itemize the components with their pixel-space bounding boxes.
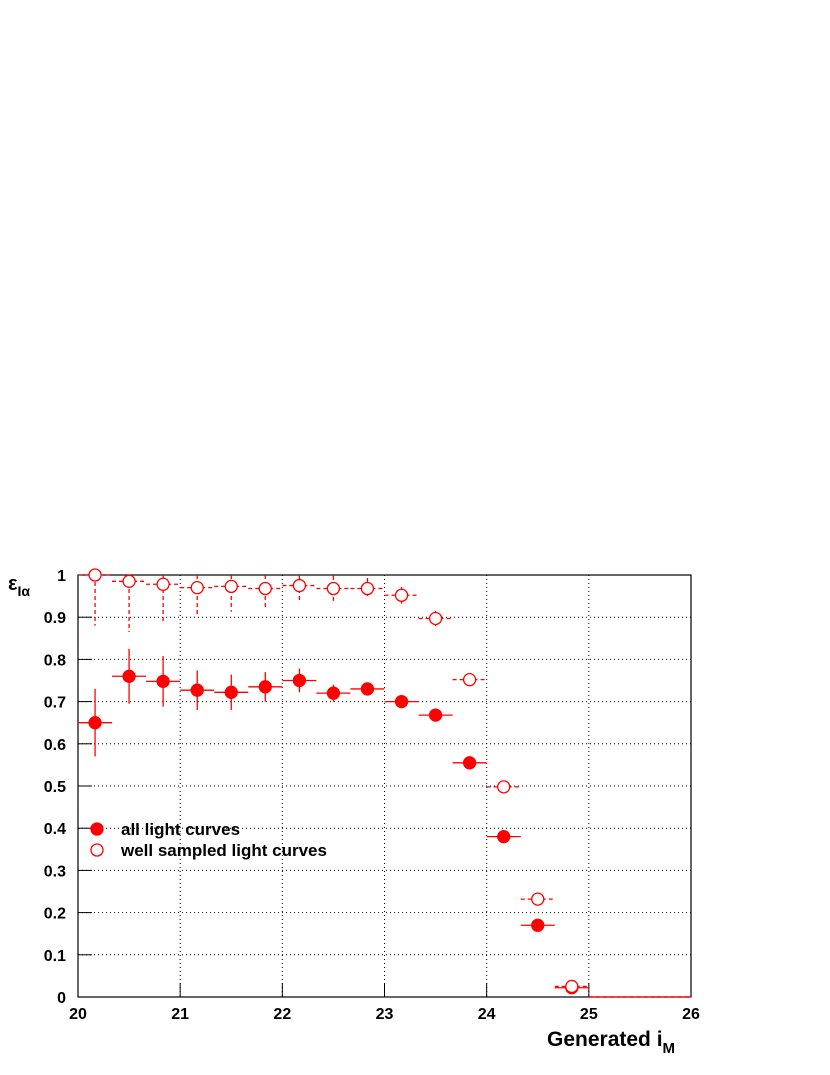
marker [122, 574, 136, 588]
marker [531, 918, 545, 932]
y-tick-label: 0.1 [44, 948, 66, 965]
legend-marker [90, 843, 104, 857]
marker [224, 579, 238, 594]
y-tick-label: 0.7 [44, 695, 66, 712]
marker [88, 568, 102, 582]
x-label-main: Generated i [547, 1028, 663, 1051]
y-tick-label: 0.3 [44, 863, 66, 880]
marker [292, 673, 307, 688]
marker [428, 611, 443, 626]
y-label-main: ε [8, 573, 18, 595]
legend-label: well sampled light curves [120, 841, 327, 860]
marker [497, 780, 511, 794]
legend-marker [90, 822, 104, 836]
x-tick-label: 26 [682, 1006, 700, 1023]
marker [156, 577, 170, 591]
marker [394, 588, 409, 602]
marker [326, 581, 341, 596]
marker [190, 581, 204, 595]
marker [428, 708, 443, 722]
x-tick-label: 24 [478, 1006, 496, 1023]
x-tick-label: 25 [580, 1006, 598, 1023]
x-tick-label: 21 [171, 1006, 189, 1023]
y-tick-label: 1 [57, 568, 66, 585]
marker [531, 892, 545, 906]
y-label-sub: Iα [18, 583, 31, 599]
marker [156, 674, 170, 688]
marker [258, 581, 272, 596]
legend-label: all light curves [121, 820, 240, 839]
y-tick-label: 0.2 [44, 906, 66, 923]
y-axis-label: εIα [8, 573, 30, 599]
x-tick-label: 20 [69, 1006, 87, 1023]
x-tick-label: 22 [273, 1006, 291, 1023]
marker [497, 829, 511, 844]
y-tick-label: 0.4 [44, 821, 66, 838]
marker [190, 683, 204, 697]
x-tick-label: 23 [376, 1006, 394, 1023]
marker [394, 694, 409, 709]
x-label-sub: M [663, 1040, 676, 1057]
marker [360, 581, 375, 596]
plot-frame [77, 574, 692, 998]
marker [565, 979, 579, 994]
marker [462, 673, 477, 687]
y-tick-label: 0.8 [44, 652, 66, 669]
y-tick-label: 0.6 [44, 737, 66, 754]
y-tick-label: 0 [57, 990, 66, 1007]
y-tick-label: 0.5 [44, 779, 66, 796]
marker [88, 716, 102, 730]
marker [122, 669, 136, 683]
marker [326, 686, 341, 700]
marker [224, 685, 238, 699]
marker [360, 682, 375, 696]
marker [258, 680, 272, 694]
marker [292, 578, 307, 593]
x-axis-label: Generated iM [547, 1028, 675, 1057]
y-tick-label: 0.9 [44, 610, 66, 627]
marker [462, 756, 477, 770]
